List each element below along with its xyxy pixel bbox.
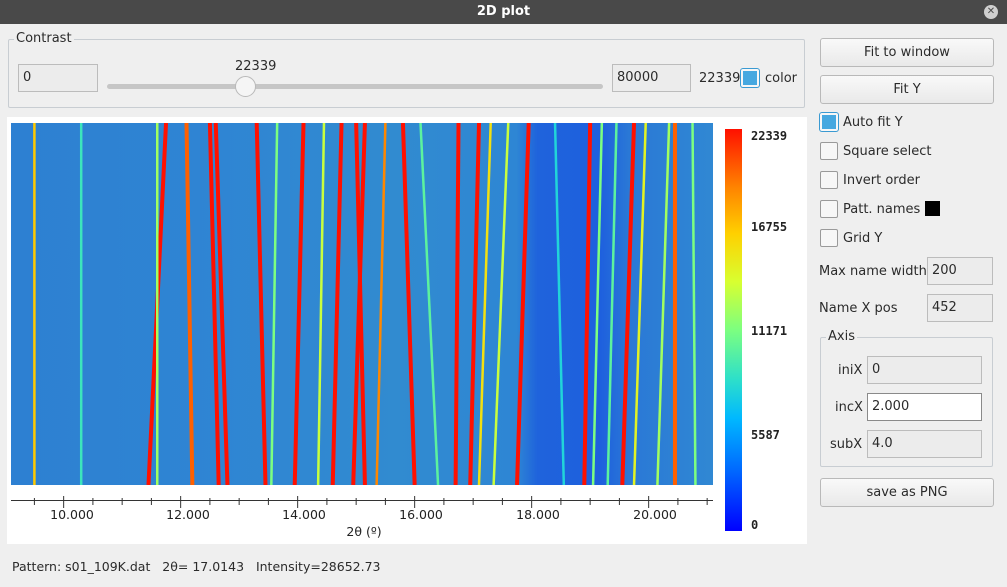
heatmap-peak-line <box>400 123 417 485</box>
status-two-theta: 2θ= 17.0143 <box>162 559 245 574</box>
contrast-slider-value: 22339 <box>235 59 277 74</box>
colorbar-tick-max: 22339 <box>751 129 788 143</box>
heatmap-peak-line <box>515 123 531 485</box>
x-axis-title: 2θ (º) <box>346 524 382 539</box>
status-bar: Pattern: s01_109K.dat 2θ= 17.0143 Intens… <box>12 559 380 574</box>
heatmap-peak-line <box>375 123 387 485</box>
heatmap-peak-line <box>591 123 604 485</box>
title-bar: 2D plot ✕ <box>0 0 1007 24</box>
contrast-slider-handle[interactable] <box>235 76 257 97</box>
square-select-label: Square select <box>843 144 932 159</box>
color-label: color <box>765 71 798 86</box>
patt-names-label: Patt. names <box>843 202 921 217</box>
close-icon[interactable]: ✕ <box>984 5 998 19</box>
color-checkbox[interactable] <box>741 69 759 87</box>
status-pattern: Pattern: s01_109K.dat <box>12 559 151 574</box>
name-x-pos-input[interactable]: 452 <box>927 294 993 322</box>
name-x-pos-label: Name X pos <box>819 301 898 316</box>
colorbar <box>725 129 742 531</box>
x-axis-ticks <box>33 496 708 508</box>
heatmap-peak-line <box>254 123 268 485</box>
heatmap-peak-line <box>292 123 306 485</box>
heatmap-peak-line <box>419 123 440 485</box>
heatmap-peak-line <box>351 123 367 485</box>
heatmap-peak-line <box>582 123 593 485</box>
grid-y-checkbox[interactable] <box>820 229 838 247</box>
heatmap-peak-line <box>270 123 279 485</box>
heatmap-peak-line <box>330 123 344 485</box>
auto-fit-y-checkbox[interactable] <box>820 113 838 131</box>
heatmap-peak-line <box>632 123 647 485</box>
x-tick-label: 18.000 <box>516 507 560 522</box>
axis-group-title: Axis <box>826 329 857 345</box>
heatmap-peak-line <box>492 123 510 485</box>
heatmap-peak-line <box>453 123 461 485</box>
incx-label: incX <box>835 400 863 415</box>
incx-input[interactable]: 2.000 <box>867 393 982 421</box>
auto-fit-y-label: Auto fit Y <box>843 115 903 130</box>
colorbar-tick-1: 5587 <box>751 428 780 442</box>
heatmap-peak-line <box>207 123 221 485</box>
status-intensity: Intensity=28652.73 <box>255 559 381 574</box>
patt-names-color-swatch[interactable] <box>925 201 940 216</box>
max-name-width-label: Max name width <box>819 264 927 279</box>
square-select-checkbox[interactable] <box>820 142 838 160</box>
invert-order-checkbox[interactable] <box>820 171 838 189</box>
contrast-slider-track[interactable] <box>107 84 603 89</box>
colorbar-tick-3: 16755 <box>751 220 788 234</box>
x-axis-line <box>11 500 713 501</box>
window-title: 2D plot <box>476 4 531 19</box>
heatmap-peak-line <box>213 123 230 485</box>
contrast-group: Contrast <box>8 31 805 108</box>
heatmap-peak-line <box>184 123 195 485</box>
x-tick-label: 20.000 <box>633 507 677 522</box>
max-name-width-input[interactable]: 200 <box>927 257 993 285</box>
colorbar-tick-min: 0 <box>751 518 759 532</box>
contrast-min-input[interactable]: 0 <box>18 64 98 92</box>
heatmap-peak-line <box>656 123 671 485</box>
heatmap-peak-line <box>606 123 618 485</box>
x-tick-label: 14.000 <box>282 507 326 522</box>
grid-y-label: Grid Y <box>843 231 883 246</box>
heatmap-area[interactable] <box>11 123 713 485</box>
inix-input[interactable]: 0 <box>867 356 982 384</box>
patt-names-checkbox[interactable] <box>820 200 838 218</box>
heatmap-peak-line <box>691 123 697 485</box>
heatmap-lines <box>33 123 697 485</box>
heatmap-peak-line <box>468 123 481 485</box>
invert-order-label: Invert order <box>843 173 921 188</box>
heatmap-peak-line <box>620 123 637 485</box>
inix-label: iniX <box>838 363 863 378</box>
contrast-group-title: Contrast <box>14 31 74 47</box>
x-tick-label: 10.000 <box>50 507 94 522</box>
fit-to-window-button[interactable]: Fit to window <box>820 38 994 67</box>
fit-y-button[interactable]: Fit Y <box>820 75 994 104</box>
heatmap-peak-line <box>316 123 326 485</box>
x-tick-label: 12.000 <box>166 507 210 522</box>
heatmap-peak-line <box>553 123 566 485</box>
subx-input[interactable]: 4.0 <box>867 430 982 458</box>
axis-group: Axis <box>820 329 993 467</box>
colorbar-tick-2: 11171 <box>751 324 788 338</box>
save-as-png-button[interactable]: save as PNG <box>820 478 994 507</box>
x-tick-label: 16.000 <box>399 507 443 522</box>
heatmap-peak-line <box>477 123 492 485</box>
contrast-current-value: 22339 <box>699 71 741 86</box>
subx-label: subX <box>830 437 863 452</box>
contrast-max-input[interactable]: 80000 <box>612 64 691 92</box>
